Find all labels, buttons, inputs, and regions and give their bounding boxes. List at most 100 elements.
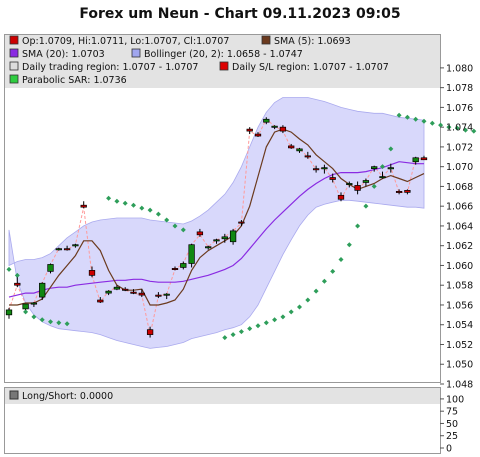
bollinger-band: [8, 97, 425, 349]
candle-body: [80, 204, 87, 208]
legend-swatch: [219, 61, 229, 71]
candle: [213, 238, 220, 244]
legend-swatch: [9, 74, 19, 84]
legend-swatch: [9, 35, 19, 45]
price-tick-label: 1.050: [446, 360, 473, 371]
candle: [412, 156, 419, 165]
main-plot: [5, 97, 477, 349]
sar-point: [31, 314, 37, 320]
long-short-tick-label: 25: [446, 431, 458, 442]
sar-point: [64, 321, 70, 327]
sar-point: [131, 202, 136, 208]
sar-point: [421, 118, 427, 124]
sma20-line: [8, 161, 424, 298]
candle: [404, 189, 411, 195]
candle: [395, 189, 403, 195]
candle: [155, 292, 162, 299]
sar-point: [263, 320, 269, 326]
candle-body: [196, 231, 204, 236]
candle-body: [321, 167, 328, 170]
sar-point: [313, 288, 319, 294]
price-tick-label: 1.064: [446, 221, 473, 232]
candle: [97, 297, 104, 303]
candle: [229, 228, 237, 245]
sar-point: [180, 227, 186, 233]
candle-body: [271, 125, 278, 128]
price-tick-label: 1.058: [446, 281, 473, 292]
price-tick-label: 1.080: [446, 63, 473, 74]
candle-body: [379, 176, 386, 179]
price-axis: 1.048 1.050 1.052 1.054 1.056 1.058 1.060 1.062…: [440, 63, 473, 391]
candle: [80, 201, 87, 209]
candle-body: [296, 148, 303, 152]
sar-point: [222, 335, 228, 341]
sar-point: [172, 223, 178, 229]
sar-point: [280, 314, 286, 320]
sar-point: [305, 297, 311, 303]
lower-legend-swatch: [9, 390, 19, 400]
candle-body: [254, 133, 262, 137]
legend-label: Daily trading region: 1.0707 - 1.0707: [22, 62, 198, 73]
candle: [354, 181, 361, 195]
candle: [180, 261, 187, 270]
sar-point: [14, 272, 20, 278]
candle: [329, 173, 336, 183]
sar-point: [272, 317, 278, 323]
candle-body: [229, 230, 237, 243]
candle: [105, 290, 112, 296]
candle-body: [188, 244, 195, 264]
sar-point: [247, 326, 253, 332]
sar-point: [48, 319, 53, 325]
lower-legend-header: [5, 388, 440, 404]
candle-body: [246, 128, 253, 132]
legend-label: Bollinger (20, 2): 1.0658 - 1.0747: [144, 49, 303, 60]
candle-body: [312, 168, 320, 171]
candle-body: [387, 167, 394, 170]
candle-body: [412, 157, 419, 163]
candle-body: [72, 244, 79, 247]
legend-header: [5, 35, 440, 88]
legend-swatch: [9, 61, 19, 71]
price-tick-label: 1.052: [446, 340, 473, 351]
sar-point: [106, 195, 112, 201]
candle: [312, 165, 320, 173]
candle: [122, 287, 129, 292]
candle: [337, 192, 345, 202]
candle: [304, 151, 311, 159]
sar-point: [338, 257, 344, 263]
sar-point: [230, 332, 236, 338]
sar-point: [288, 309, 294, 315]
candle-body: [180, 263, 187, 268]
legend-label: Op:1.0709, Hi:1.0711, Lo:1.0707, Cl:1.07…: [22, 36, 229, 47]
candle: [146, 326, 154, 338]
price-tick-label: 1.062: [446, 241, 473, 252]
candle: [263, 117, 270, 125]
sar-point: [396, 112, 402, 118]
candle-body: [138, 292, 145, 296]
candle-body: [122, 288, 129, 291]
candle: [221, 233, 228, 243]
candle-body: [329, 177, 336, 180]
candle: [362, 178, 370, 187]
candle: [113, 285, 121, 291]
candle-body: [163, 293, 170, 296]
candle: [246, 127, 253, 135]
sar-point: [39, 317, 45, 323]
candle: [346, 181, 353, 188]
price-tick-label: 1.048: [446, 380, 473, 391]
candle-body: [371, 166, 378, 169]
sar-point: [363, 203, 369, 209]
candle-body: [97, 299, 104, 303]
candle: [171, 266, 179, 271]
candle-body: [354, 185, 361, 191]
candle: [39, 282, 46, 301]
candle-body: [146, 329, 154, 335]
long-short-tick-label: 100: [446, 394, 464, 405]
long-short-tick-label: 50: [446, 419, 458, 430]
candle-body: [105, 290, 112, 294]
sar-point: [355, 223, 361, 229]
price-tick-label: 1.054: [446, 320, 473, 331]
sar-point: [330, 268, 336, 274]
candle: [279, 125, 287, 134]
